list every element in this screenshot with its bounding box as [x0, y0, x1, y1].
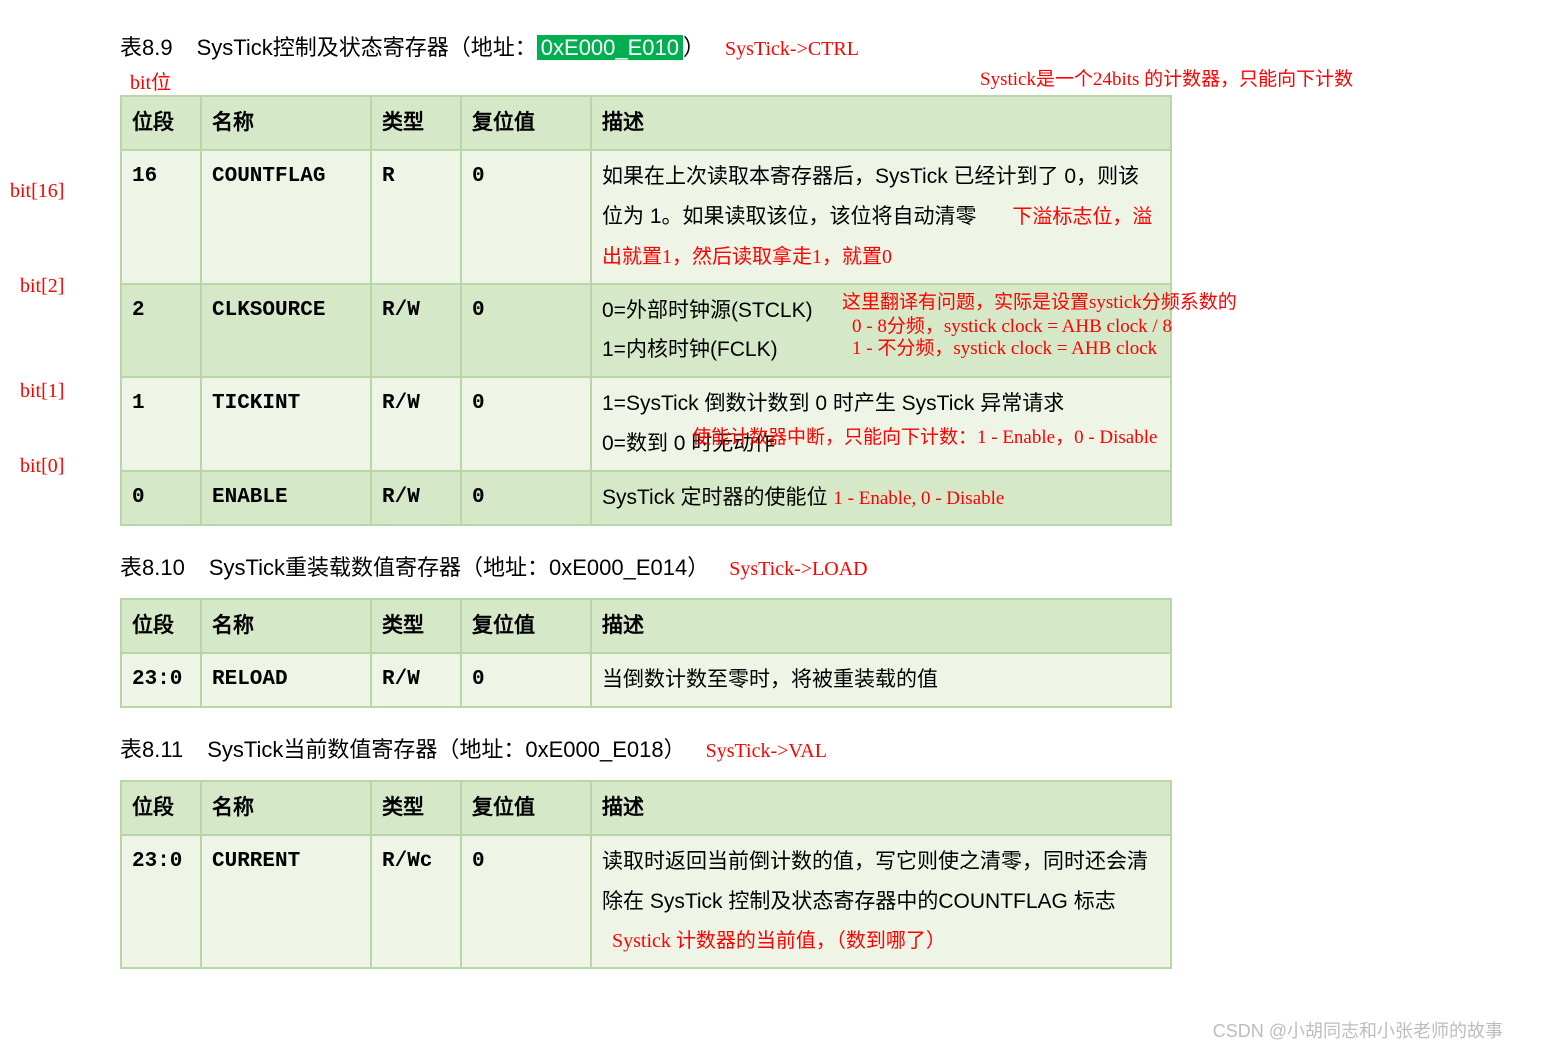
cell-reset: 0	[461, 284, 591, 378]
cell-desc: 如果在上次读取本寄存器后，SysTick 已经计到了 0，则该位为 1。如果读取…	[591, 150, 1171, 284]
cell-reset: 0	[461, 835, 591, 969]
th-bits: 位段	[121, 781, 201, 835]
cell-desc: 当倒数计数至零时，将被重装载的值	[591, 653, 1171, 707]
top-note: Systick是一个24bits 的计数器，只能向下计数	[980, 64, 1353, 91]
code-label: SysTick->LOAD	[729, 558, 867, 581]
cell-name: CLKSOURCE	[201, 284, 371, 378]
table-number: 表8.10	[120, 550, 185, 582]
cell-bits: 16	[121, 150, 201, 284]
desc-anno: 1 - Enable, 0 - Disable	[833, 488, 1004, 509]
table-row: 1 TICKINT R/W 0 1=SysTick 倒数计数到 0 时产生 Sy…	[121, 377, 1171, 471]
table-header-row: 位段 名称 类型 复位值 描述	[121, 599, 1171, 653]
th-bits: 位段	[121, 96, 201, 150]
table-title: SysTick当前数值寄存器（地址：0xE000_E018）	[207, 732, 685, 764]
th-reset: 复位值	[461, 599, 591, 653]
cell-desc: 0=外部时钟源(STCLK) 1=内核时钟(FCLK) 这里翻译有问题，实际是设…	[591, 284, 1171, 378]
cell-reset: 0	[461, 377, 591, 471]
bit-label-16: bit[16]	[10, 180, 64, 203]
cell-type: R/W	[371, 471, 461, 525]
th-name: 名称	[201, 781, 371, 835]
table-title: SysTick控制及状态寄存器（地址：0xE000_E010）	[197, 30, 705, 62]
desc-main: SysTick 定时器的使能位	[602, 486, 828, 509]
title-addr-highlight: 0xE000_E010	[537, 35, 683, 60]
th-name: 名称	[201, 96, 371, 150]
th-bits: 位段	[121, 599, 201, 653]
table-row: 2 CLKSOURCE R/W 0 0=外部时钟源(STCLK) 1=内核时钟(…	[121, 284, 1171, 378]
th-desc: 描述	[591, 96, 1171, 150]
th-desc: 描述	[591, 599, 1171, 653]
cell-name: COUNTFLAG	[201, 150, 371, 284]
cell-type: R/W	[371, 377, 461, 471]
cell-bits: 0	[121, 471, 201, 525]
table-title: SysTick重装载数值寄存器（地址：0xE000_E014）	[209, 550, 709, 582]
table-header-row: 位段 名称 类型 复位值 描述	[121, 96, 1171, 150]
desc-line1: 1=SysTick 倒数计数到 0 时产生 SysTick 异常请求	[602, 392, 1064, 415]
cell-bits: 23:0	[121, 653, 201, 707]
cell-name: CURRENT	[201, 835, 371, 969]
cell-reset: 0	[461, 653, 591, 707]
th-desc: 描述	[591, 781, 1171, 835]
cell-type: R/W	[371, 653, 461, 707]
table-ctrl-caption: 表8.9 SysTick控制及状态寄存器（地址：0xE000_E010） Sys…	[120, 30, 1523, 62]
bit-label-2: bit[2]	[20, 275, 64, 298]
desc-line1: 0=外部时钟源(STCLK)	[602, 299, 813, 322]
cell-name: ENABLE	[201, 471, 371, 525]
th-name: 名称	[201, 599, 371, 653]
table-row: 23:0 CURRENT R/Wc 0 读取时返回当前倒计数的值，写它则使之清零…	[121, 835, 1171, 969]
th-type: 类型	[371, 96, 461, 150]
cell-desc: SysTick 定时器的使能位 1 - Enable, 0 - Disable	[591, 471, 1171, 525]
code-label: SysTick->CTRL	[725, 38, 859, 61]
table-load: 位段 名称 类型 复位值 描述 23:0 RELOAD R/W 0 当倒数计数至…	[120, 598, 1172, 708]
cell-reset: 0	[461, 150, 591, 284]
desc-main: 读取时返回当前倒计数的值，写它则使之清零，同时还会清除在 SysTick 控制及…	[602, 850, 1148, 913]
table-header-row: 位段 名称 类型 复位值 描述	[121, 781, 1171, 835]
desc-anno: Systick 计数器的当前值，（数到哪了）	[612, 930, 946, 952]
cell-type: R/W	[371, 284, 461, 378]
desc-anno: 使能计数器中断，只能向下计数：1 - Enable，0 - Disable	[692, 424, 1157, 453]
bit-label-1: bit[1]	[20, 380, 64, 403]
watermark: CSDN @小胡同志和小张老师的故事	[1213, 1017, 1503, 1043]
table-row: 16 COUNTFLAG R 0 如果在上次读取本寄存器后，SysTick 已经…	[121, 150, 1171, 284]
cell-name: RELOAD	[201, 653, 371, 707]
cell-type: R/Wc	[371, 835, 461, 969]
th-type: 类型	[371, 599, 461, 653]
table-val: 位段 名称 类型 复位值 描述 23:0 CURRENT R/Wc 0 读取时返…	[120, 780, 1172, 970]
cell-desc: 1=SysTick 倒数计数到 0 时产生 SysTick 异常请求 0=数到 …	[591, 377, 1171, 471]
desc-line2: 1=内核时钟(FCLK)	[602, 338, 778, 361]
cell-name: TICKINT	[201, 377, 371, 471]
title-prefix: SysTick控制及状态寄存器（地址：	[197, 35, 537, 60]
cell-desc: 读取时返回当前倒计数的值，写它则使之清零，同时还会清除在 SysTick 控制及…	[591, 835, 1171, 969]
cell-bits: 2	[121, 284, 201, 378]
title-suffix: ）	[683, 35, 705, 60]
table-val-caption: 表8.11 SysTick当前数值寄存器（地址：0xE000_E018） Sys…	[120, 732, 1523, 764]
table-row: 23:0 RELOAD R/W 0 当倒数计数至零时，将被重装载的值	[121, 653, 1171, 707]
code-label: SysTick->VAL	[706, 740, 827, 763]
cell-bits: 1	[121, 377, 201, 471]
th-type: 类型	[371, 781, 461, 835]
cell-type: R	[371, 150, 461, 284]
table-row: 0 ENABLE R/W 0 SysTick 定时器的使能位 1 - Enabl…	[121, 471, 1171, 525]
bit-label-0: bit[0]	[20, 455, 64, 478]
cell-reset: 0	[461, 471, 591, 525]
table-number: 表8.9	[120, 30, 173, 62]
th-reset: 复位值	[461, 781, 591, 835]
cell-bits: 23:0	[121, 835, 201, 969]
th-reset: 复位值	[461, 96, 591, 150]
table-ctrl: 位段 名称 类型 复位值 描述 16 COUNTFLAG R 0 如果在上次读取…	[120, 95, 1172, 526]
table-number: 表8.11	[120, 732, 183, 764]
desc-anno-l3: 1 - 不分频，systick clock = AHB clock	[852, 335, 1157, 364]
table-load-caption: 表8.10 SysTick重装载数值寄存器（地址：0xE000_E014） Sy…	[120, 550, 1523, 582]
